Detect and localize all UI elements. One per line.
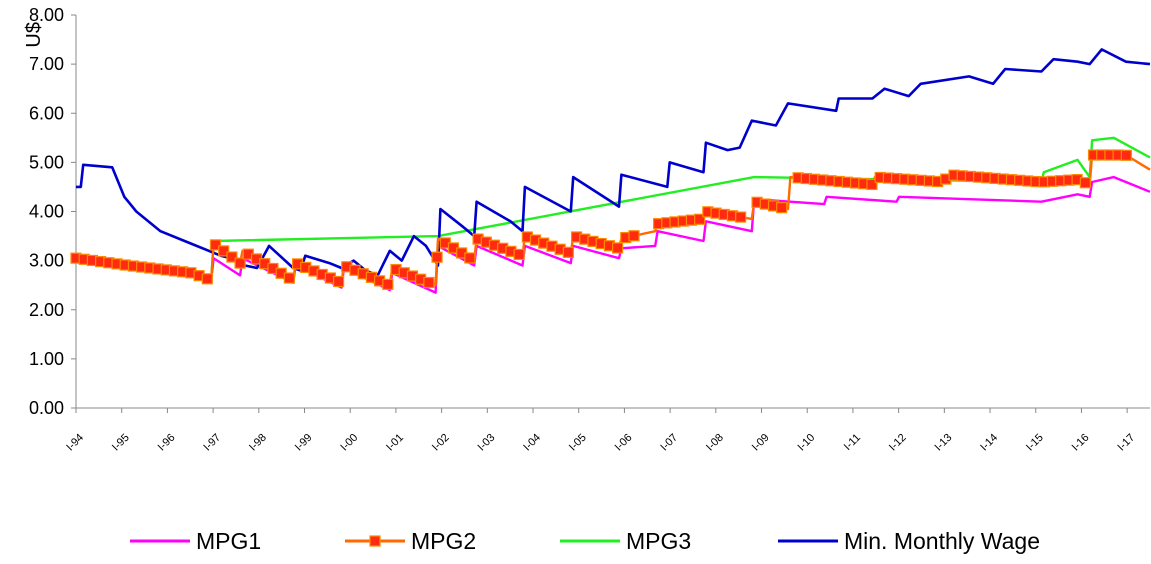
x-tick-label: I-95 [110, 432, 132, 454]
series-marker [332, 275, 345, 288]
series-marker [464, 252, 476, 264]
x-tick-label: I-11 [842, 432, 863, 453]
series-marker [735, 211, 747, 223]
x-tick-label: I-04 [521, 432, 543, 454]
x-tick-label: I-14 [978, 432, 1000, 454]
x-tick-label: I-16 [1070, 432, 1092, 454]
x-tick-label: I-12 [887, 432, 909, 454]
y-axis-title: U$ [23, 22, 45, 48]
y-tick-label: 5.00 [29, 152, 64, 172]
series-lines [70, 48, 1151, 294]
y-tick-label: 0.00 [29, 398, 64, 418]
y-axis-ticks: 0.00 1.00 2.00 3.00 4.00 5.00 6.00 7.00 8.00 [29, 5, 76, 418]
legend-item: MPG1 [130, 528, 261, 554]
series-marker [611, 242, 624, 254]
y-tick-label: 7.00 [29, 54, 64, 74]
x-tick-label: I-13 [933, 432, 955, 454]
x-axis-ticks: I-94 I-95 I-96 I-97 I-98 I-99 I-00 I-01 I-02 I-03… [64, 408, 1137, 454]
legend-item: MPG2 [345, 528, 476, 554]
series-marker [513, 248, 525, 261]
y-tick-label: 1.00 [29, 349, 64, 369]
x-tick-label: I-01 [384, 432, 406, 454]
x-tick-label: I-02 [430, 432, 452, 454]
x-tick-label: I-10 [795, 432, 817, 454]
series-mpg2 [70, 149, 1151, 290]
series-marker [694, 213, 706, 225]
series-marker [226, 251, 238, 263]
series-marker [234, 257, 246, 269]
y-tick-label: 8.00 [29, 5, 64, 25]
x-tick-label: I-00 [338, 432, 360, 454]
series-line [75, 175, 1151, 294]
series-line [76, 48, 1151, 277]
x-tick-label: I-03 [476, 432, 498, 454]
legend-marker [369, 535, 381, 547]
series-min-monthly-wage [76, 48, 1151, 277]
x-tick-label: I-09 [750, 432, 772, 454]
series-marker [1079, 177, 1091, 189]
series-marker [201, 273, 213, 285]
legend-label: Min. Monthly Wage [844, 528, 1040, 554]
x-tick-label: I-99 [293, 432, 315, 454]
legend-item: MPG3 [560, 528, 691, 554]
x-tick-label: I-97 [201, 432, 223, 454]
series-marker [431, 251, 443, 263]
legend-label: MPG1 [196, 528, 261, 554]
series-marker [1120, 149, 1132, 161]
y-tick-label: 2.00 [29, 300, 64, 320]
legend-label: MPG2 [411, 528, 476, 554]
y-tick-label: 3.00 [29, 251, 64, 271]
series-marker [209, 239, 222, 251]
legend: MPG1 MPG2 MPG3 Min. Monthly Wage [130, 528, 1040, 554]
x-tick-label: I-06 [613, 432, 635, 454]
x-tick-label: I-07 [658, 432, 680, 454]
x-tick-label: I-05 [567, 432, 589, 454]
legend-label: MPG3 [626, 528, 691, 554]
x-tick-label: I-15 [1024, 432, 1046, 454]
series-marker [423, 276, 435, 289]
x-tick-label: I-96 [156, 432, 178, 454]
series-mpg1 [75, 175, 1151, 294]
x-tick-label: I-98 [247, 432, 269, 454]
x-tick-label: I-17 [1115, 432, 1137, 454]
series-marker [866, 178, 878, 191]
series-marker [218, 245, 230, 257]
y-axis-label: U$ [23, 22, 45, 48]
axes [75, 15, 1150, 409]
series-marker [776, 202, 788, 214]
series-marker [628, 230, 640, 242]
series-marker [283, 272, 295, 284]
y-tick-label: 4.00 [29, 202, 64, 222]
series-marker [562, 246, 574, 258]
legend-item: Min. Monthly Wage [778, 528, 1040, 554]
y-tick-label: 6.00 [29, 103, 64, 123]
x-tick-label: I-08 [704, 432, 726, 454]
x-tick-label: I-94 [64, 432, 86, 454]
series-marker [382, 278, 394, 290]
